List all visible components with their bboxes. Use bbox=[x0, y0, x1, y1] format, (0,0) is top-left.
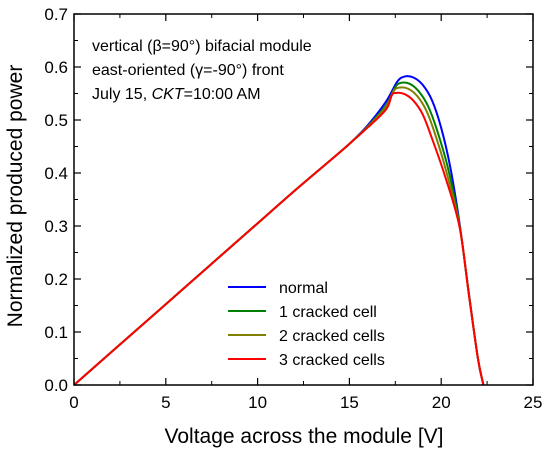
x-ticks: 0 5 10 15 20 25 bbox=[69, 14, 542, 412]
legend-label-1: normal bbox=[279, 280, 328, 297]
x-axis-label: Voltage across the module [V] bbox=[165, 425, 444, 448]
y-tick-label: 0.7 bbox=[44, 5, 68, 24]
x-tick-label: 0 bbox=[69, 393, 78, 412]
annotation-italic-text: CKT bbox=[152, 86, 185, 103]
series-line-4 bbox=[73, 91, 485, 386]
x-tick-label: 20 bbox=[432, 393, 451, 412]
x-tick-label: 5 bbox=[161, 393, 170, 412]
legend-label-4: 3 cracked cells bbox=[279, 352, 385, 369]
y-tick-label: 0.0 bbox=[44, 376, 68, 395]
y-tick-label: 0.4 bbox=[44, 164, 68, 183]
x-tick-label: 25 bbox=[524, 393, 543, 412]
y-tick-label: 0.3 bbox=[44, 217, 68, 236]
x-tick-label: 15 bbox=[340, 393, 359, 412]
annotation-text: east-oriented ( bbox=[92, 62, 196, 79]
y-tick-label: 0.5 bbox=[44, 111, 68, 130]
curves-group bbox=[73, 75, 485, 386]
annotation-text: =10:00 AM bbox=[184, 86, 261, 103]
annotation-text: γ=-90°) front bbox=[195, 62, 284, 79]
annotation-text: β=90°) bifacial module bbox=[152, 38, 311, 55]
y-tick-label: 0.1 bbox=[44, 323, 68, 342]
y-ticks: 0.0 0.1 0.2 0.3 0.4 0.5 0.6 0.7 bbox=[44, 5, 533, 395]
y-axis-label: Normalized produced power bbox=[4, 65, 27, 328]
x-tick-label: 10 bbox=[248, 393, 267, 412]
annotation-text: July 15, bbox=[92, 86, 152, 103]
legend-label-3: 2 cracked cells bbox=[279, 328, 385, 345]
legend-label-2: 1 cracked cell bbox=[279, 304, 377, 321]
y-tick-label: 0.6 bbox=[44, 58, 68, 77]
annotation-block: vertical (β=90°) bifacial module east-ori… bbox=[92, 38, 312, 103]
y-tick-label: 0.2 bbox=[44, 270, 68, 289]
legend: normal 1 cracked cell 2 cracked cells 3 cra… bbox=[228, 280, 385, 369]
annotation-text: vertical ( bbox=[92, 38, 153, 55]
annotation-line-1: vertical (β=90°) bifacial module bbox=[92, 38, 312, 55]
annotation-line-3: July 15, CKT=10:00 AM bbox=[92, 86, 261, 103]
annotation-line-2: east-oriented (γ=-90°) front bbox=[92, 62, 284, 79]
